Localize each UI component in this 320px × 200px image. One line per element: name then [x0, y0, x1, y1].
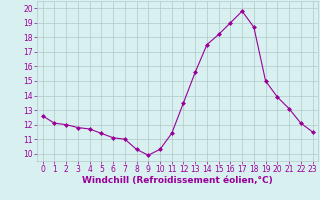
X-axis label: Windchill (Refroidissement éolien,°C): Windchill (Refroidissement éolien,°C)	[82, 176, 273, 185]
